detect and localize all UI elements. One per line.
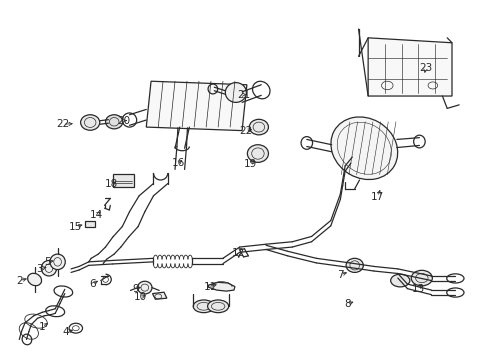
Text: 4: 4 bbox=[63, 327, 69, 337]
Polygon shape bbox=[146, 81, 246, 131]
Text: 20: 20 bbox=[117, 116, 130, 126]
Ellipse shape bbox=[225, 83, 246, 102]
Text: 8: 8 bbox=[344, 299, 350, 309]
Text: 23: 23 bbox=[418, 63, 431, 73]
Ellipse shape bbox=[193, 300, 214, 312]
Text: 10: 10 bbox=[133, 292, 146, 302]
Text: 14: 14 bbox=[90, 210, 103, 220]
Text: 16: 16 bbox=[171, 158, 184, 168]
Ellipse shape bbox=[28, 273, 41, 286]
Ellipse shape bbox=[410, 270, 431, 286]
Ellipse shape bbox=[390, 274, 409, 287]
Text: 6: 6 bbox=[89, 279, 95, 289]
Text: 22: 22 bbox=[238, 126, 252, 136]
Text: 3: 3 bbox=[36, 264, 42, 274]
Ellipse shape bbox=[81, 115, 100, 130]
Polygon shape bbox=[85, 221, 95, 226]
Text: 19: 19 bbox=[243, 159, 256, 169]
Text: 11: 11 bbox=[203, 282, 216, 292]
Ellipse shape bbox=[105, 115, 122, 129]
Ellipse shape bbox=[41, 260, 57, 276]
Ellipse shape bbox=[346, 258, 363, 273]
Text: 17: 17 bbox=[370, 192, 384, 202]
Text: 21: 21 bbox=[236, 90, 250, 100]
Polygon shape bbox=[113, 174, 134, 187]
Ellipse shape bbox=[330, 117, 397, 180]
Text: 15: 15 bbox=[69, 221, 82, 231]
Text: 7: 7 bbox=[336, 270, 343, 280]
Polygon shape bbox=[208, 282, 234, 291]
Text: 12: 12 bbox=[232, 248, 245, 258]
Ellipse shape bbox=[137, 281, 152, 294]
Text: 5: 5 bbox=[43, 257, 50, 267]
Polygon shape bbox=[367, 38, 451, 96]
Ellipse shape bbox=[247, 145, 268, 162]
Text: 13: 13 bbox=[410, 284, 424, 294]
Polygon shape bbox=[152, 292, 166, 299]
Text: 18: 18 bbox=[104, 179, 118, 189]
Text: 1: 1 bbox=[39, 323, 45, 333]
Text: 22: 22 bbox=[56, 119, 69, 129]
Text: 9: 9 bbox=[132, 284, 138, 294]
Ellipse shape bbox=[207, 300, 228, 312]
Text: 2: 2 bbox=[16, 275, 22, 285]
Ellipse shape bbox=[249, 119, 268, 135]
Ellipse shape bbox=[50, 254, 65, 270]
